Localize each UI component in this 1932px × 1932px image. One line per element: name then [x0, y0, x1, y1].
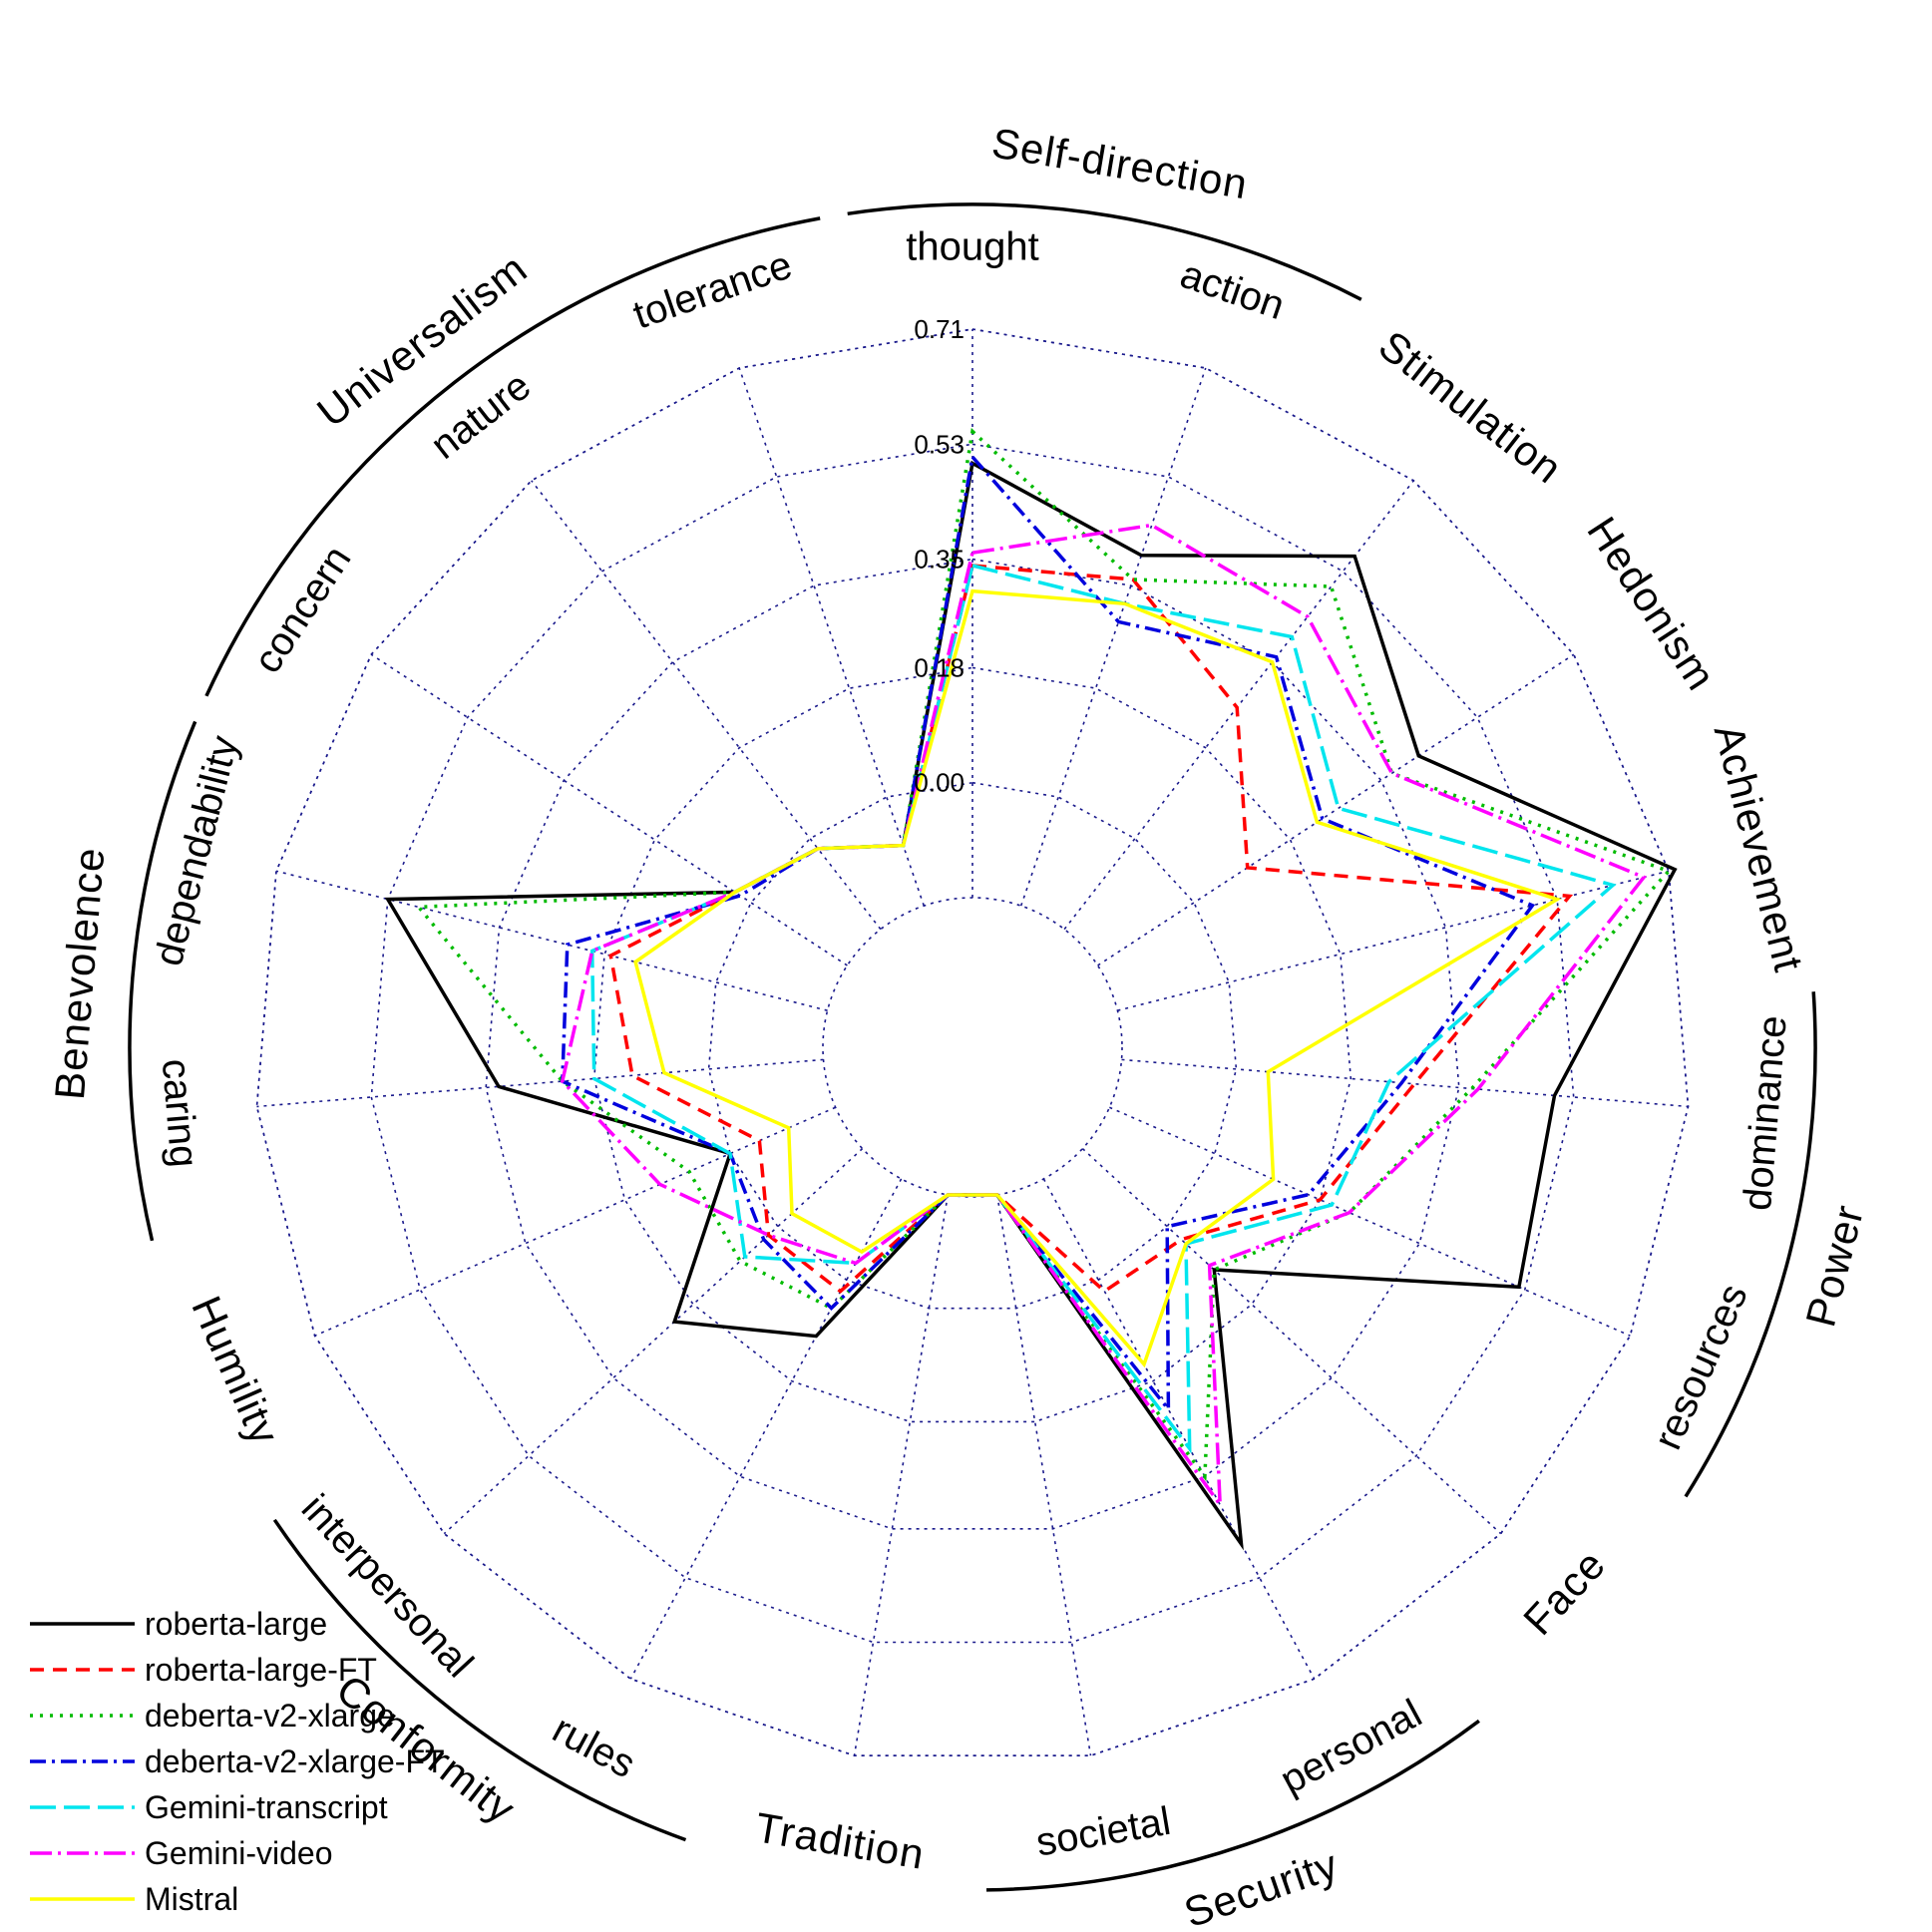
grid-ring-5 [255, 328, 1690, 1756]
grid-spoke-8 [1042, 1178, 1316, 1680]
grid-spoke-15 [275, 870, 828, 1011]
grid-ring-0 [707, 781, 1238, 1310]
grid-spoke-18 [738, 367, 926, 907]
legend-label-2: deberta-v2-xlarge [145, 1698, 395, 1734]
legend-label-4: Gemini-transcript [145, 1789, 388, 1825]
legend-label-1: roberta-large-FT [145, 1652, 377, 1688]
tick-label-3: 0.53 [914, 429, 965, 459]
series-mistral [633, 588, 1562, 1368]
axis-label-dependability: dependability [147, 731, 246, 969]
axis-label-personal: personal [1274, 1692, 1429, 1803]
group-label-security: Security [1178, 1840, 1344, 1932]
axis-label-concern: concern [245, 539, 360, 681]
grid-ring-1 [592, 666, 1352, 1423]
group-arc-self-direction [847, 202, 1362, 301]
grid-ring-inner [822, 897, 1123, 1198]
series-lines [384, 428, 1678, 1551]
series-gemini-video [560, 523, 1647, 1511]
grid-spoke-16 [370, 653, 848, 966]
group-label-stimulation: Stimulation [1370, 321, 1571, 492]
axis-label-dominance: dominance [1736, 1014, 1795, 1213]
radial-tick-labels: 0.00 0.18 0.35 0.53 0.71 [914, 314, 965, 798]
grid-spoke-10 [853, 1194, 950, 1756]
axis-label-action: action [1175, 252, 1290, 328]
group-label-humility: Humility [183, 1290, 288, 1452]
axis-label-caring: caring [154, 1057, 206, 1169]
grid-spoke-11 [629, 1178, 903, 1680]
group-label-achievement: Achievement [1706, 720, 1813, 977]
group-arc-benevolence [128, 720, 197, 1242]
tick-label-4: 0.71 [914, 314, 965, 344]
grid-spoke-13 [314, 1106, 836, 1337]
axis-label-resources: resources [1646, 1278, 1756, 1455]
group-label-tradition: Tradition [752, 1803, 928, 1878]
grid-spoke-1 [1019, 367, 1207, 907]
grid-spoke-4 [1117, 870, 1670, 1011]
axis-label-rules: rules [546, 1707, 642, 1786]
group-arc-power [1684, 991, 1817, 1498]
legend-label-5: Gemini-video [145, 1835, 333, 1871]
legend-label-3: deberta-v2-xlarge-FT [145, 1743, 445, 1779]
axis-label-societal: societal [1033, 1799, 1174, 1865]
group-label-hedonism: Hedonism [1578, 509, 1725, 699]
series-deberta-v2-xlarge [415, 428, 1673, 1482]
series-roberta-large-ft [608, 564, 1574, 1294]
grid-spoke-7 [1081, 1148, 1502, 1535]
axis-label-thought: thought [906, 225, 1038, 269]
grid-spoke-9 [995, 1194, 1092, 1756]
tick-label-1: 0.18 [914, 652, 965, 682]
grid-spoke-2 [1063, 480, 1414, 931]
group-arc-universalism [204, 216, 821, 697]
group-arc-security [985, 1719, 1480, 1892]
group-label-benevolence: Benevolence [46, 845, 114, 1101]
tick-label-2: 0.35 [914, 545, 965, 575]
axis-label-nature: nature [423, 364, 540, 468]
grid-ring-2 [485, 558, 1460, 1530]
grid-spoke-12 [443, 1148, 864, 1535]
group-label-face: Face [1514, 1541, 1615, 1644]
axis-label-tolerance: tolerance [627, 243, 797, 338]
legend: roberta-large roberta-large-FT deberta-v2-… [30, 1606, 445, 1917]
group-arc-conformity [272, 1518, 687, 1842]
grid-spoke-14 [256, 1058, 824, 1108]
group-label-power: Power [1796, 1200, 1872, 1332]
grid-spoke-3 [1097, 653, 1575, 966]
grid-spoke-17 [531, 480, 882, 931]
group-label-self-direction: Self-direction [988, 119, 1251, 207]
legend-label-6: Mistral [145, 1881, 238, 1917]
legend-label-0: roberta-large [145, 1606, 327, 1642]
tick-label-0: 0.00 [914, 768, 965, 798]
